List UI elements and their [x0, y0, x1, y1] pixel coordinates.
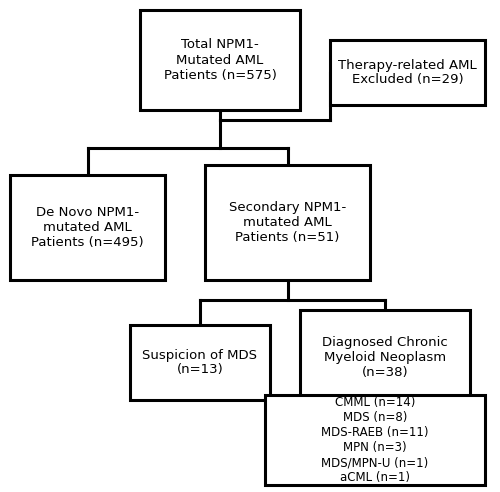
- FancyBboxPatch shape: [205, 165, 370, 280]
- Text: CMML (n=14)
MDS (n=8)
MDS-RAEB (n=11)
MPN (n=3)
MDS/MPN-U (n=1)
aCML (n=1): CMML (n=14) MDS (n=8) MDS-RAEB (n=11) MP…: [321, 396, 429, 484]
- Text: Suspicion of MDS
(n=13): Suspicion of MDS (n=13): [142, 348, 258, 376]
- FancyBboxPatch shape: [300, 310, 470, 405]
- FancyBboxPatch shape: [130, 325, 270, 400]
- FancyBboxPatch shape: [265, 395, 485, 485]
- Text: Diagnosed Chronic
Myeloid Neoplasm
(n=38): Diagnosed Chronic Myeloid Neoplasm (n=38…: [322, 336, 448, 379]
- FancyBboxPatch shape: [10, 175, 165, 280]
- Text: Total NPM1-
Mutated AML
Patients (n=575): Total NPM1- Mutated AML Patients (n=575): [164, 38, 276, 82]
- Text: Secondary NPM1-
mutated AML
Patients (n=51): Secondary NPM1- mutated AML Patients (n=…: [229, 201, 346, 244]
- Text: De Novo NPM1-
mutated AML
Patients (n=495): De Novo NPM1- mutated AML Patients (n=49…: [31, 206, 144, 249]
- FancyBboxPatch shape: [330, 40, 485, 105]
- Text: Therapy-related AML
Excluded (n=29): Therapy-related AML Excluded (n=29): [338, 59, 477, 87]
- FancyBboxPatch shape: [140, 10, 300, 110]
